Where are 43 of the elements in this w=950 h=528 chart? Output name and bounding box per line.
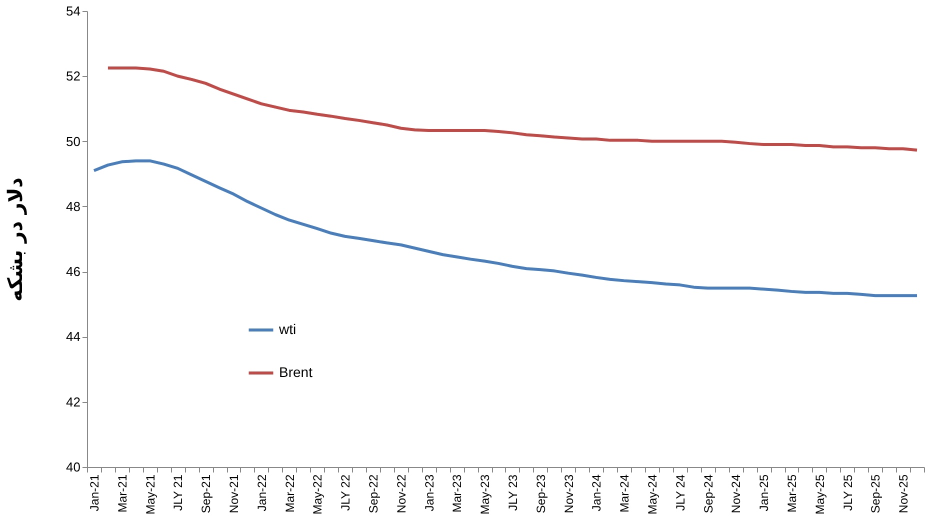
y-tick-label: 48 (66, 198, 80, 214)
x-tick-label: Mar-24 (618, 474, 632, 513)
x-tick-label: Mar-21 (115, 474, 130, 513)
x-tick-label: Jan-25 (757, 474, 772, 512)
x-tick-label: Nov-24 (729, 474, 744, 514)
x-tick-label: Sep-25 (868, 474, 883, 514)
y-tick-label: 52 (66, 68, 80, 84)
x-tick-label: Sep-22 (366, 474, 380, 514)
legend-label: wti (278, 321, 296, 337)
x-tick-label: May-25 (812, 474, 827, 515)
y-axis-title: دلار در بشکه (3, 178, 28, 302)
x-tick-label: JLY 25 (840, 474, 855, 511)
y-tick-label: 46 (66, 264, 80, 280)
x-tick-label: Nov-25 (896, 474, 911, 514)
x-tick-label: Jan-24 (590, 474, 604, 512)
line-series (106, 66, 919, 152)
line-series (92, 159, 919, 298)
y-tick-label: 54 (66, 4, 80, 18)
x-tick-label: JLY 21 (171, 474, 186, 511)
x-tick-label: Nov-22 (394, 474, 408, 514)
x-tick-label: May-22 (310, 474, 325, 515)
x-tick-label: Nov-23 (562, 474, 576, 514)
x-tick-label: May-23 (478, 474, 492, 515)
x-tick-label: Jan-22 (254, 474, 269, 512)
x-tick-label: Sep-21 (199, 474, 214, 514)
x-tick-label: Mar-22 (282, 474, 297, 513)
y-tick-label: 50 (66, 134, 80, 149)
x-tick-label: Nov-21 (226, 474, 241, 514)
x-tick-label: Jan-23 (422, 474, 436, 512)
x-tick-label: Mar-25 (784, 474, 799, 513)
y-tick-label: 42 (66, 394, 80, 410)
legend-label: Brent (279, 364, 313, 380)
x-tick-label: JLY 23 (506, 474, 520, 511)
x-tick-label: Mar-23 (450, 474, 464, 513)
x-tick-label: Sep-24 (701, 474, 716, 514)
x-tick-label: JLY 22 (338, 474, 353, 511)
y-tick-label: 44 (66, 329, 80, 344)
x-tick-label: JLY 24 (673, 474, 688, 511)
x-tick-label: May-21 (143, 474, 158, 515)
y-tick-label: 40 (66, 460, 80, 474)
x-tick-label: Sep-23 (534, 474, 548, 514)
x-tick-label: Jan-21 (87, 474, 102, 512)
x-tick-label: May-24 (645, 474, 660, 515)
